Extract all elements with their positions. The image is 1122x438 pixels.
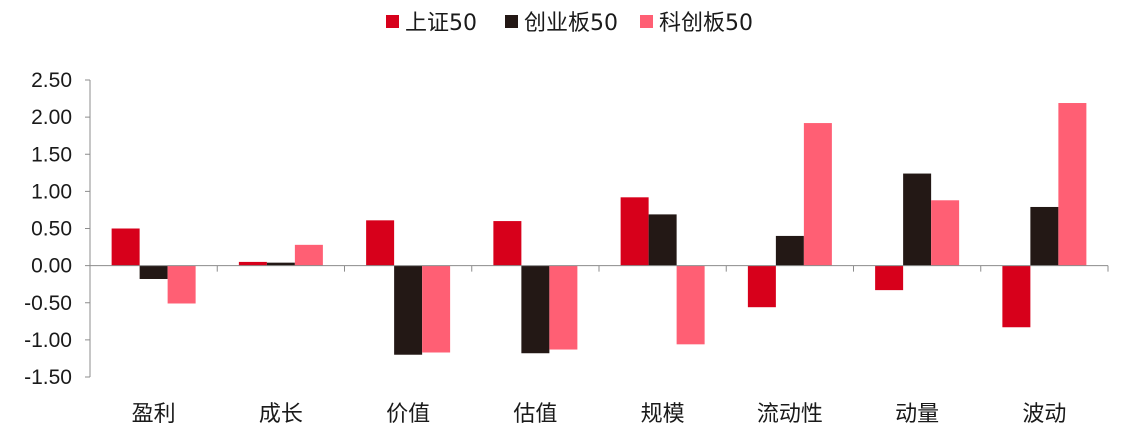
bar-2-3 xyxy=(549,265,578,350)
bar-1-4 xyxy=(648,214,677,266)
bar-0-1 xyxy=(238,261,267,266)
bar-1-6 xyxy=(903,173,932,266)
bar-2-0 xyxy=(167,265,196,304)
legend-label-2: 科创板50 xyxy=(659,11,753,36)
x-category-label: 估值 xyxy=(513,402,557,427)
legend-swatch-0 xyxy=(386,15,399,28)
bar-0-2 xyxy=(366,220,395,266)
bar-2-7 xyxy=(1058,103,1087,266)
bar-1-1 xyxy=(266,262,295,266)
bar-2-1 xyxy=(294,244,323,266)
x-category-label: 动量 xyxy=(895,402,939,427)
legend-label-1: 创业板50 xyxy=(524,11,618,36)
y-tick-label: 1.50 xyxy=(31,143,72,166)
y-tick-label: 2.00 xyxy=(31,106,72,129)
bar-0-5 xyxy=(747,265,776,308)
bar-2-6 xyxy=(931,200,960,266)
legend-swatch-1 xyxy=(505,15,518,28)
bar-0-3 xyxy=(493,221,522,266)
x-category-label: 波动 xyxy=(1022,402,1066,427)
bar-1-3 xyxy=(521,265,550,354)
bar-1-7 xyxy=(1030,206,1059,266)
legend-label-0: 上证50 xyxy=(405,11,477,36)
bar-0-4 xyxy=(620,197,649,266)
bar-0-0 xyxy=(111,228,140,266)
x-category-label: 规模 xyxy=(641,402,685,427)
x-category-label: 流动性 xyxy=(757,402,823,427)
y-tick-label: -1.50 xyxy=(24,366,72,389)
legend-swatch-2 xyxy=(640,15,653,28)
bar-1-0 xyxy=(139,265,168,279)
bar-1-2 xyxy=(394,265,423,355)
x-category-label: 成长 xyxy=(259,402,303,427)
y-tick-label: 2.50 xyxy=(31,69,72,92)
bar-2-4 xyxy=(676,265,705,345)
bars-group xyxy=(111,103,1087,355)
bar-2-5 xyxy=(803,123,832,266)
bar-0-7 xyxy=(1002,265,1031,328)
y-axis: 2.50 2.00 1.50 1.00 0.50 0.00 -0.50 -1.00 -1.50 xyxy=(24,69,91,389)
y-tick-label: -0.50 xyxy=(24,292,72,315)
y-tick-label: 0.50 xyxy=(31,218,72,241)
bar-1-5 xyxy=(775,235,804,266)
y-tick-label: 0.00 xyxy=(31,255,72,278)
y-tick-label: -1.00 xyxy=(24,329,72,352)
chart-legend: 上证50 创业板50 科创板50 xyxy=(386,11,753,36)
x-category-label: 盈利 xyxy=(132,402,176,427)
bar-2-2 xyxy=(422,265,451,353)
y-tick-label: 1.00 xyxy=(31,180,72,203)
bar-0-6 xyxy=(875,265,904,291)
x-category-label: 价值 xyxy=(386,402,430,427)
x-axis: 盈利 成长 价值 估值 规模 流动性 动量 波动 xyxy=(89,265,1109,427)
